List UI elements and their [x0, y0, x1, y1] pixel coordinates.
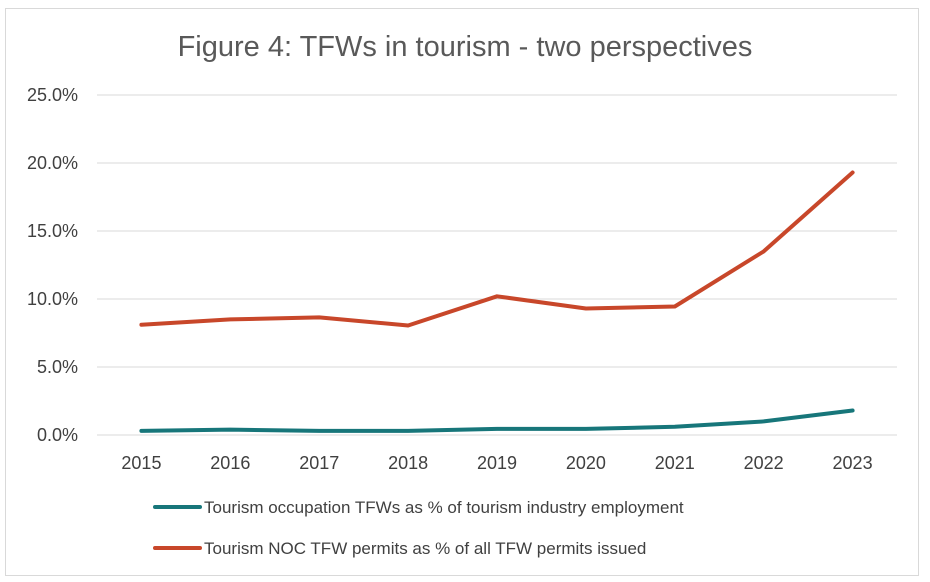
chart-title: Figure 4: TFWs in tourism - two perspect…	[178, 31, 753, 63]
x-tick-label: 2022	[744, 453, 784, 473]
x-tick-label: 2015	[121, 453, 161, 473]
x-tick-label: 2019	[477, 453, 517, 473]
chart-frame	[5, 8, 919, 576]
y-tick-label: 20.0%	[27, 153, 78, 173]
gridlines	[97, 94, 897, 436]
x-tick-label: 2016	[210, 453, 250, 473]
y-tick-label: 5.0%	[37, 357, 78, 377]
x-tick-label: 2018	[388, 453, 428, 473]
x-tick-label: 2017	[299, 453, 339, 473]
legend-label: Tourism occupation TFWs as % of tourism …	[204, 498, 684, 517]
x-tick-label: 2023	[833, 453, 873, 473]
y-axis-ticks: 0.0% 5.0% 10.0% 15.0% 20.0% 25.0%	[27, 85, 78, 445]
y-tick-label: 25.0%	[27, 85, 78, 105]
y-tick-label: 15.0%	[27, 221, 78, 241]
y-tick-label: 10.0%	[27, 289, 78, 309]
x-axis-ticks: 2015 2016 2017 2018 2019 2020 2021 2022 2023	[121, 453, 872, 473]
y-tick-label: 0.0%	[37, 425, 78, 445]
legend-label: Tourism NOC TFW permits as % of all TFW …	[204, 539, 646, 558]
series-lines	[139, 170, 855, 433]
x-tick-label: 2020	[566, 453, 606, 473]
series-line	[139, 408, 855, 433]
x-tick-label: 2021	[655, 453, 695, 473]
legend: Tourism occupation TFWs as % of tourism …	[153, 498, 684, 558]
series-line	[139, 170, 855, 328]
